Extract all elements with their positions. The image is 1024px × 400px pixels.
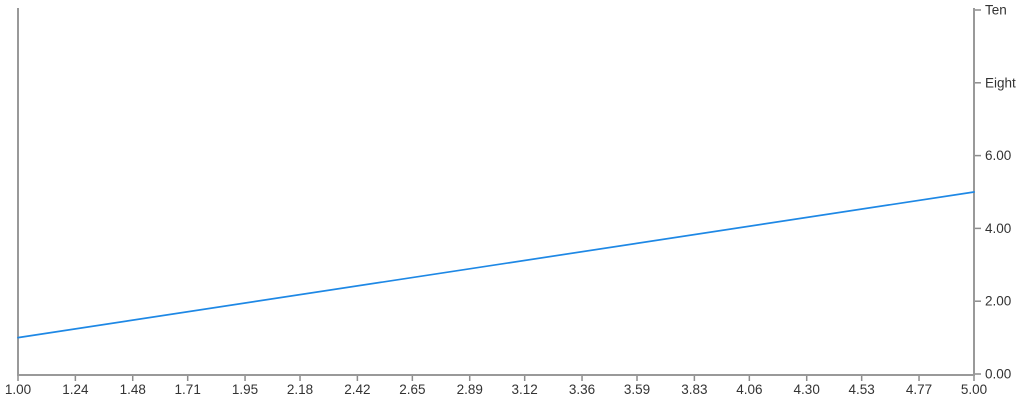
x-tick-label: 2.65	[399, 382, 425, 397]
axes-layer	[17, 8, 975, 376]
y-tick-label: 2.00	[985, 294, 1011, 309]
x-tick-label: 3.59	[624, 382, 650, 397]
x-tick-label: 1.95	[232, 382, 258, 397]
y-tick-label: Eight	[985, 75, 1016, 90]
x-tick-label: 3.12	[512, 382, 538, 397]
x-tick-label: 1.24	[62, 382, 89, 397]
series-layer	[17, 191, 975, 339]
x-tick-label: 1.00	[5, 382, 31, 397]
y-tick-label: 0.00	[985, 367, 1011, 382]
ticks-layer	[17, 9, 981, 381]
labels-layer: 1.00 1.24 1.48 1.71 1.95 2.18 2.42 2.65 2.89 3.12…	[5, 3, 1016, 398]
x-tick-label: 1.48	[120, 382, 146, 397]
x-tick-label: 3.36	[569, 382, 595, 397]
y-tick-label: 6.00	[985, 148, 1011, 163]
x-tick-label: 1.71	[175, 382, 201, 397]
data-line	[17, 191, 975, 339]
x-tick-label: 2.42	[344, 382, 370, 397]
x-tick-label: 2.18	[287, 382, 313, 397]
x-tick-label: 4.77	[906, 382, 932, 397]
x-tick-label: 4.06	[736, 382, 762, 397]
x-tick-label: 5.00	[961, 382, 987, 397]
x-tick-label: 4.53	[849, 382, 875, 397]
x-tick-label: 4.30	[794, 382, 820, 397]
x-tick-label: 2.89	[457, 382, 483, 397]
y-tick-label: 4.00	[985, 221, 1011, 236]
y-tick-label: Ten	[985, 3, 1007, 18]
x-tick-label: 3.83	[681, 382, 707, 397]
